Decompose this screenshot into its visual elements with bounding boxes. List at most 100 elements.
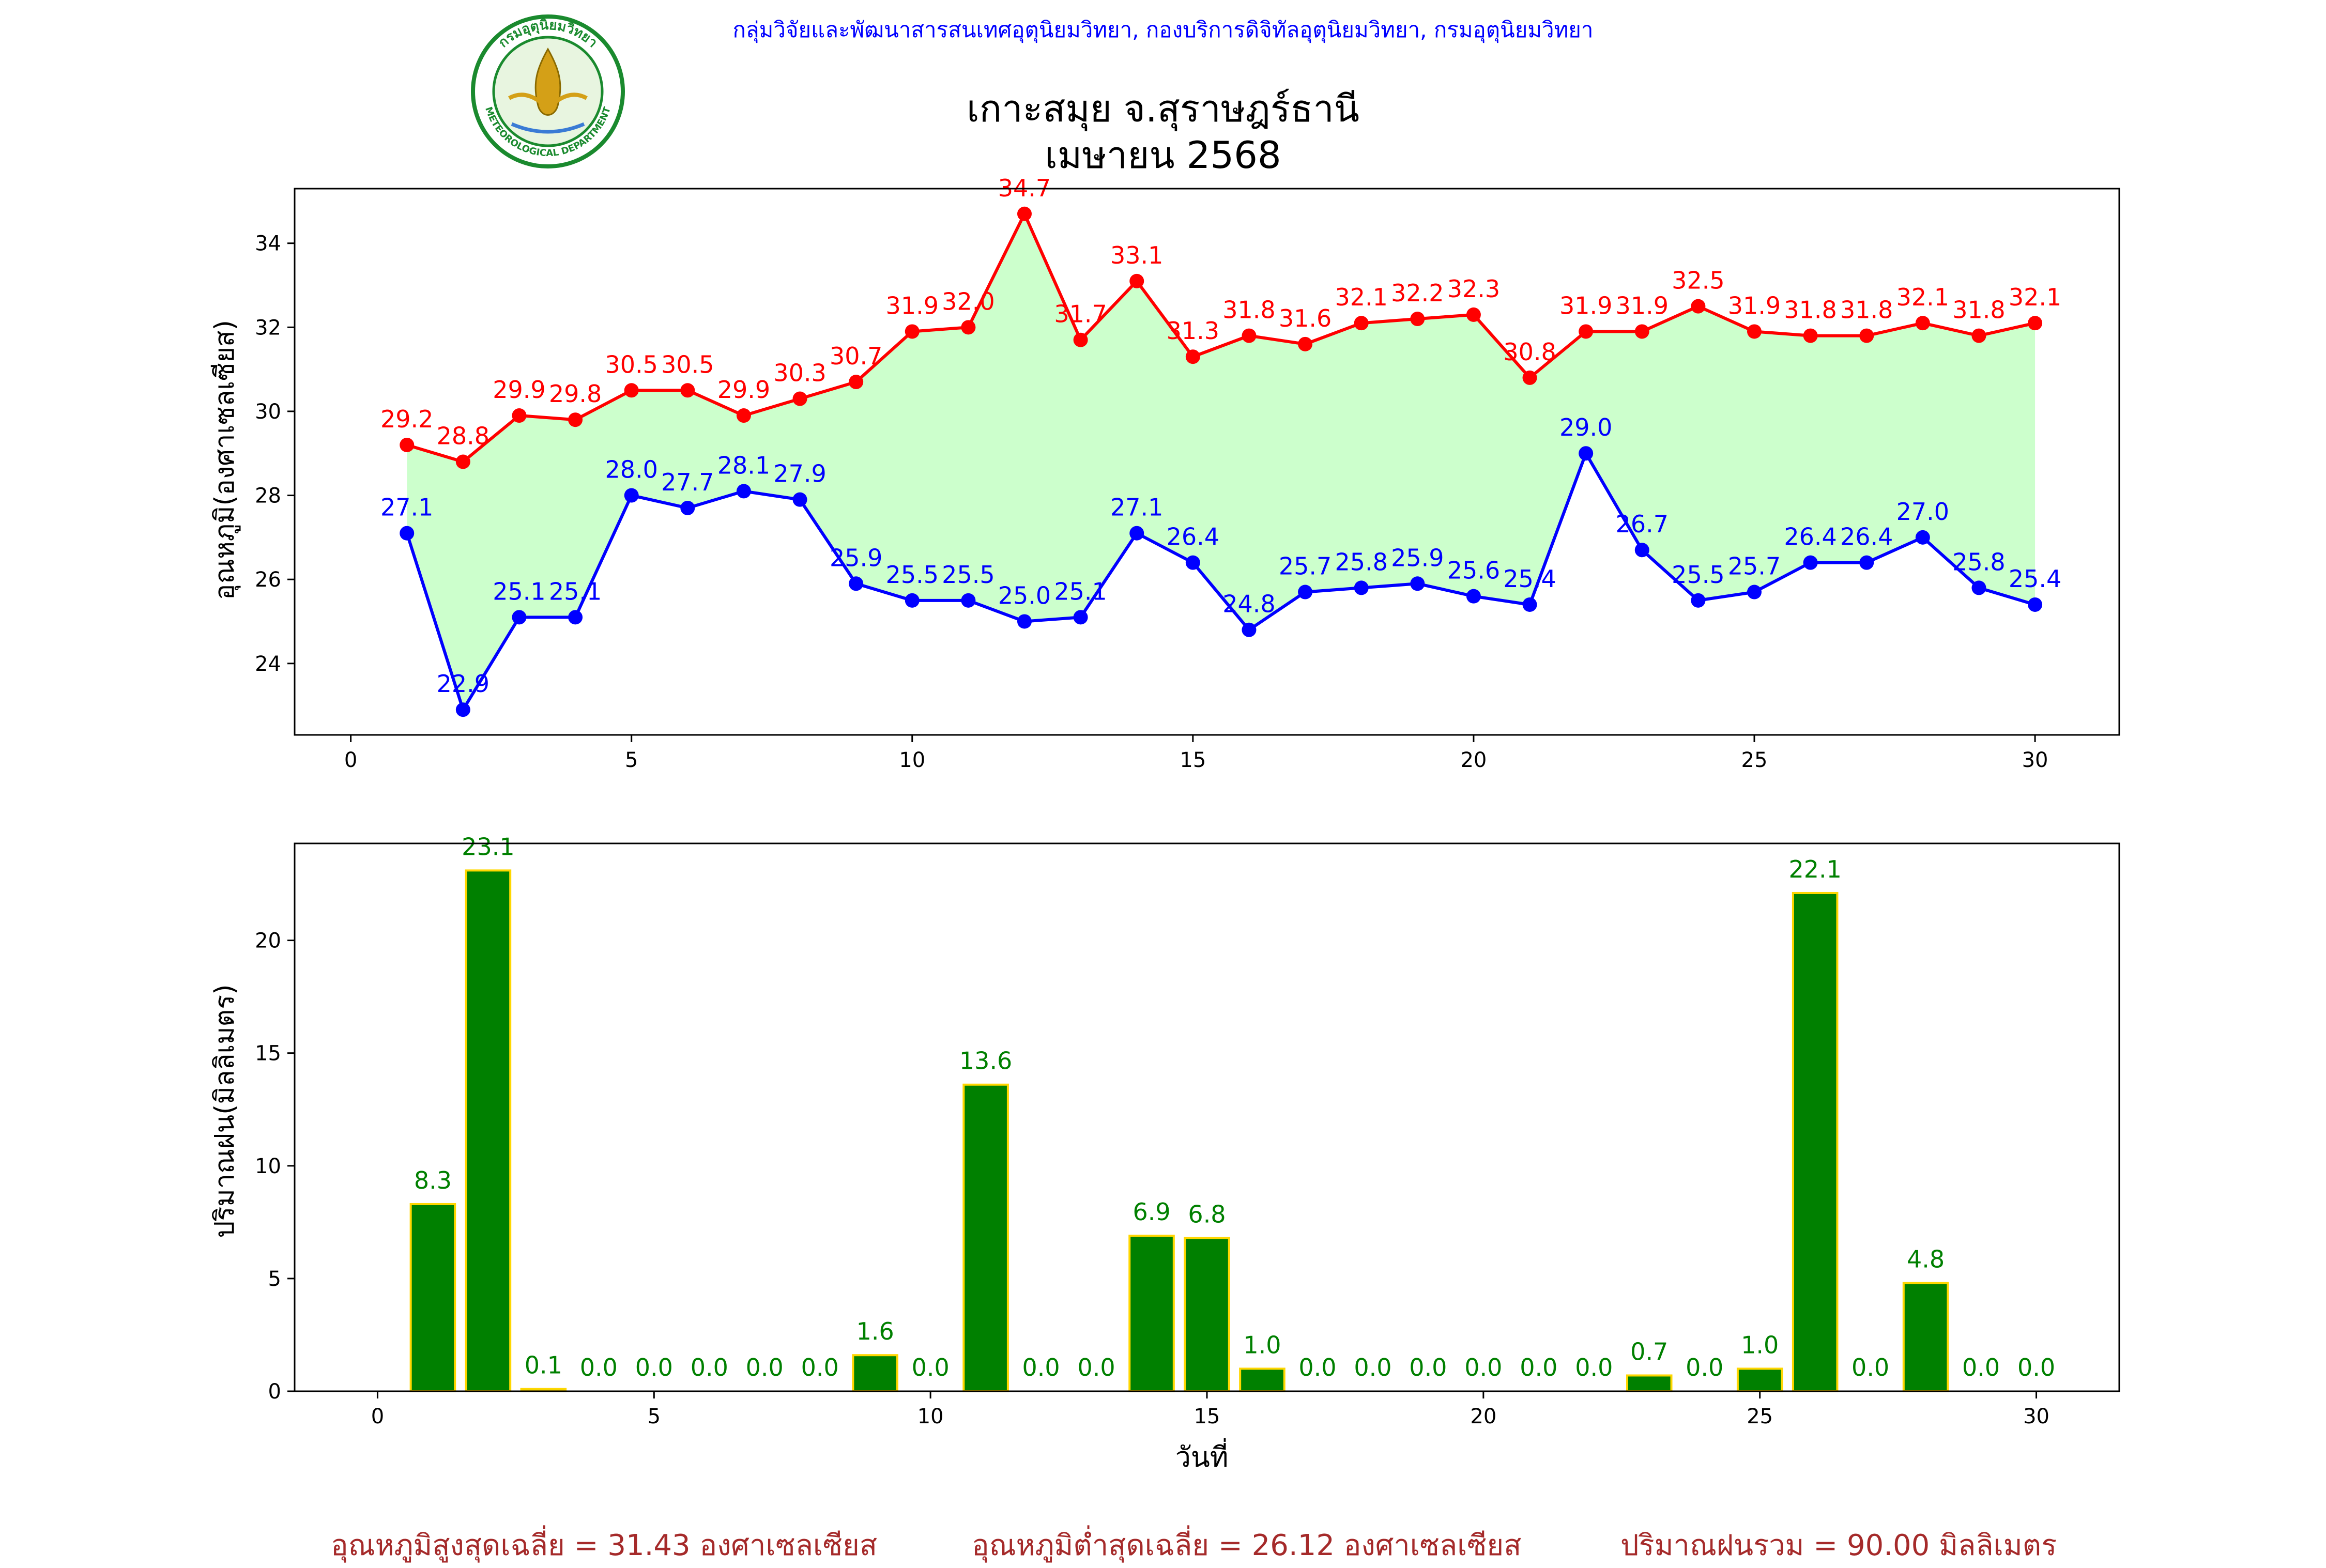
rainfall-value-label: 0.0 bbox=[912, 1354, 950, 1381]
rainfall-bar bbox=[1626, 1374, 1673, 1393]
temperature-min-point bbox=[1971, 580, 1986, 595]
rainfall-value-label: 4.8 bbox=[1907, 1246, 1945, 1273]
temperature-max-label: 31.6 bbox=[1279, 304, 1332, 332]
temperature-min-label: 25.7 bbox=[1279, 552, 1332, 580]
temperature-min-label: 26.7 bbox=[1616, 510, 1669, 538]
temperature-min-label: 26.4 bbox=[1167, 523, 1219, 551]
rainfall-y-axis-label: ปริมาณฝน(มิลลิเมตร) bbox=[209, 984, 240, 1238]
temperature-max-point bbox=[2028, 316, 2043, 331]
temperature-max-point bbox=[455, 454, 470, 469]
temperature-min-point bbox=[680, 500, 695, 515]
temperature-plot-frame bbox=[294, 188, 2120, 736]
temperature-y-tick-label: 30 bbox=[255, 400, 281, 424]
temperature-min-label: 24.8 bbox=[1222, 590, 1275, 618]
temperature-chart: 29.228.829.9 29.830.5 30.529.930.330.731.9… bbox=[255, 174, 2120, 772]
temperature-max-label: 32.5 bbox=[1672, 267, 1724, 295]
footer-avg-min-temp: อุณหภูมิต่ำสุดเฉลี่ย = 26.12 องศาเซลเซีย… bbox=[972, 1529, 1522, 1562]
temperature-min-point bbox=[1803, 555, 1818, 570]
temperature-max-label: 28.8 bbox=[437, 422, 489, 450]
temperature-min-line bbox=[405, 450, 2036, 714]
temperature-min-label: 29.0 bbox=[1559, 413, 1612, 441]
temperature-min-label: 22.9 bbox=[437, 670, 489, 698]
temperature-y-axis-label: อุณหภูมิ(องศาเซลเซียส) bbox=[209, 320, 241, 600]
rainfall-y-tick-label: 5 bbox=[268, 1267, 281, 1291]
rainfall-bar bbox=[409, 1203, 456, 1392]
rainfall-value-label: 6.9 bbox=[1133, 1198, 1170, 1226]
temperature-min-label: 28.0 bbox=[605, 456, 657, 484]
chart-title-line-2: เมษายน 2568 bbox=[1045, 133, 1281, 177]
temperature-min-point bbox=[1747, 585, 1762, 599]
rainfall-x-tick-label: 0 bbox=[371, 1405, 384, 1428]
temperature-min-point bbox=[1466, 589, 1481, 604]
temperature-x-tick-label: 10 bbox=[899, 748, 925, 772]
temperature-max-label: 31.3 bbox=[1167, 317, 1219, 345]
temperature-max-label: 30.3 bbox=[773, 359, 826, 387]
temperature-min-label: 26.4 bbox=[1840, 523, 1893, 551]
rainfall-bar bbox=[1902, 1282, 1949, 1392]
temperature-min-label: 25.1 bbox=[493, 577, 545, 605]
temperature-max-label: 31.9 bbox=[1728, 291, 1781, 319]
rainfall-value-label: 0.1 bbox=[525, 1351, 562, 1379]
rainfall-value-label: 8.3 bbox=[414, 1166, 452, 1194]
rainfall-value-label: 0.0 bbox=[746, 1354, 784, 1381]
rainfall-value-label: 0.0 bbox=[2017, 1354, 2055, 1381]
temperature-min-label: 25.6 bbox=[1447, 557, 1500, 585]
temperature-max-label: 29.2 bbox=[380, 405, 433, 433]
temperature-range-fill bbox=[407, 213, 2036, 710]
rainfall-value-label: 0.0 bbox=[1686, 1354, 1723, 1381]
temperature-min-point bbox=[2028, 597, 2043, 612]
meteorological-department-logo: กรมอุตุนิยมวิทยา METEOROLOGICAL DEPARTME… bbox=[471, 14, 625, 168]
temperature-min-label: 25.4 bbox=[2009, 565, 2061, 593]
temperature-max-label: 29.9 bbox=[717, 376, 770, 404]
rainfall-bar bbox=[465, 869, 512, 1392]
temperature-min-point bbox=[961, 593, 976, 608]
temperature-max-label: 33.1 bbox=[1110, 241, 1163, 269]
temperature-min-point bbox=[1634, 543, 1649, 558]
temperature-max-point bbox=[792, 391, 807, 406]
temperature-max-label: 30.5 bbox=[661, 350, 714, 378]
temperature-max-label: 31.8 bbox=[1952, 296, 2005, 324]
temperature-min-label: 28.1 bbox=[717, 451, 770, 479]
temperature-max-label: 31.9 bbox=[1616, 291, 1669, 319]
temperature-max-point bbox=[568, 412, 583, 427]
temperature-max-label: 30.8 bbox=[1503, 338, 1556, 366]
rainfall-value-label: 0.7 bbox=[1630, 1338, 1668, 1365]
rainfall-value-label: 0.0 bbox=[635, 1354, 673, 1381]
temperature-min-point bbox=[1185, 555, 1200, 570]
temperature-max-label: 31.9 bbox=[1559, 291, 1612, 319]
rainfall-value-label: 0.0 bbox=[1520, 1354, 1557, 1381]
temperature-max-point bbox=[1971, 328, 1986, 343]
temperature-min-label: 25.5 bbox=[1672, 561, 1724, 589]
temperature-max-point bbox=[400, 437, 415, 452]
temperature-min-point bbox=[1859, 555, 1874, 570]
rainfall-bar bbox=[1736, 1367, 1783, 1393]
rainfall-value-label: 0.0 bbox=[1022, 1354, 1060, 1381]
temperature-max-point bbox=[1579, 324, 1594, 339]
temperature-min-point bbox=[1242, 622, 1257, 637]
rainfall-value-label: 0.0 bbox=[801, 1354, 839, 1381]
rainfall-bar bbox=[1792, 891, 1839, 1392]
temperature-min-point bbox=[1522, 597, 1537, 612]
rainfall-chart: 8.3 23.1 0.1 0.0 0.0 0.0 0.0 0.0 1.6 0.0 13.6 0.0 0.… bbox=[255, 833, 2120, 1428]
rainfall-value-label: 23.1 bbox=[462, 833, 514, 860]
temperature-min-label: 25.1 bbox=[549, 577, 602, 605]
temperature-max-point bbox=[849, 375, 864, 390]
temperature-max-label: 32.1 bbox=[1896, 283, 1949, 311]
temperature-max-label: 31.8 bbox=[1784, 296, 1837, 324]
rainfall-value-label: 1.0 bbox=[1243, 1331, 1281, 1359]
rainfall-y-tick-label: 15 bbox=[255, 1042, 281, 1066]
rainfall-value-label: 0.0 bbox=[691, 1354, 728, 1381]
temperature-max-point bbox=[512, 408, 527, 423]
rainfall-value-label: 13.6 bbox=[959, 1047, 1012, 1075]
temperature-x-tick-label: 0 bbox=[344, 748, 357, 772]
temperature-min-point bbox=[905, 593, 920, 608]
temperature-max-point bbox=[624, 383, 639, 398]
temperature-max-point bbox=[680, 383, 695, 398]
temperature-min-label: 25.8 bbox=[1335, 548, 1387, 576]
temperature-max-point bbox=[1073, 332, 1088, 347]
temperature-min-label: 25.9 bbox=[1391, 544, 1444, 572]
rainfall-value-label: 0.0 bbox=[1298, 1354, 1336, 1381]
rainfall-value-label: 0.0 bbox=[1851, 1354, 1889, 1381]
rainfall-bar bbox=[852, 1354, 898, 1393]
